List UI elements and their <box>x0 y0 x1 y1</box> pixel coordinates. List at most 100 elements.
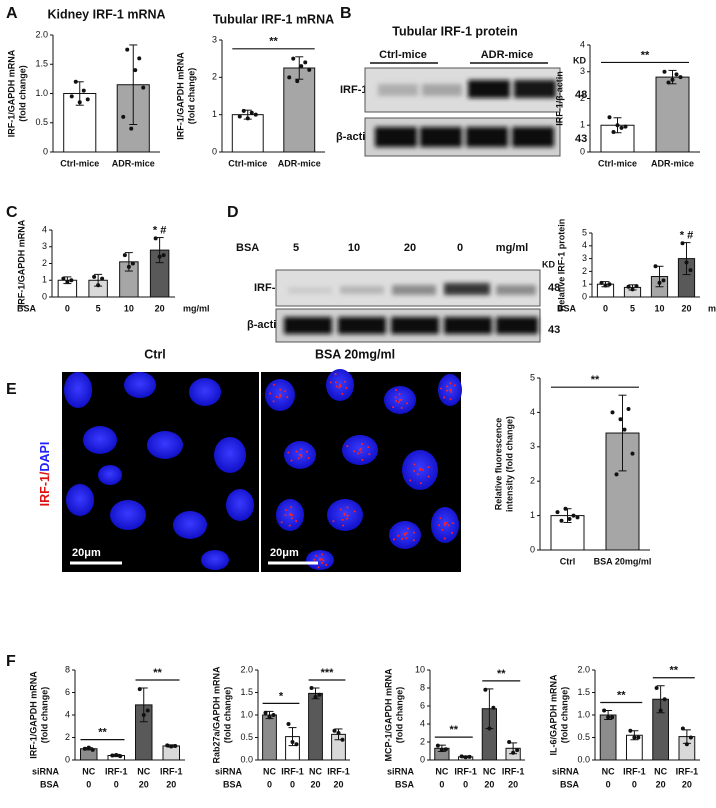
significance-label: ** <box>98 727 107 739</box>
x-row-name: BSA <box>560 779 580 789</box>
x-tick-label: IRF-1 <box>502 766 525 776</box>
red-speck <box>284 514 287 517</box>
x-tick-label: 20 <box>484 779 494 789</box>
data-point <box>90 747 95 752</box>
y-axis-label: IRF-1/GAPDH mRNA <box>6 49 16 137</box>
data-point <box>610 410 615 415</box>
image-title: BSA 20mg/ml <box>315 347 395 361</box>
x-tick-label: Ctrl-mice <box>228 158 267 168</box>
red-speck <box>278 396 281 399</box>
row-label: β-actin <box>336 131 372 143</box>
data-point <box>287 75 292 80</box>
red-speck <box>346 445 349 448</box>
x-tick-label: NC <box>602 766 615 776</box>
x-tick-label: Ctrl-mice <box>598 158 637 168</box>
red-speck <box>359 447 362 450</box>
x-row-name: BSA <box>557 303 577 313</box>
y-tick-label: 4 <box>42 224 47 234</box>
y-axis-label: MCP-1/GAPDH mRNA <box>383 668 393 762</box>
red-speck <box>401 538 404 541</box>
y-tick-label: 4 <box>580 39 585 49</box>
red-speck <box>397 534 400 537</box>
red-speck <box>405 537 408 540</box>
data-point <box>340 737 345 742</box>
data-point <box>100 276 105 281</box>
nuclei <box>64 369 462 570</box>
y-tick-label: 1.5 <box>577 687 590 697</box>
red-speck <box>279 395 282 398</box>
data-point <box>332 728 337 733</box>
red-speck <box>272 400 275 403</box>
x-tick-label: 0 <box>463 779 468 789</box>
red-speck <box>394 396 397 399</box>
red-speck <box>393 538 396 541</box>
red-speck <box>427 475 430 478</box>
nucleus <box>66 484 94 516</box>
red-speck <box>405 532 408 535</box>
data-point <box>263 710 268 715</box>
data-point <box>615 123 620 128</box>
significance-label: ** <box>269 36 278 48</box>
x-tick-label: 20 <box>682 779 692 789</box>
y-axis-label: IL-6/GAPDH mRNA <box>548 674 558 756</box>
red-speck <box>300 448 303 451</box>
data-point <box>602 708 607 713</box>
y-tick-label: 0.5 <box>577 732 590 742</box>
y-tick-label: 0 <box>420 754 425 764</box>
data-point <box>626 406 631 411</box>
data-point <box>661 278 666 283</box>
data-point <box>61 276 66 281</box>
red-speck <box>329 381 332 384</box>
data-point <box>133 68 138 73</box>
y-axis-label: Relative fluorescence <box>493 418 503 511</box>
panel-label: B <box>340 5 352 22</box>
data-point <box>684 260 689 265</box>
data-point <box>249 110 254 115</box>
data-point <box>657 280 662 285</box>
red-speck <box>449 388 452 391</box>
y-axis-label: (fold change) <box>17 65 27 122</box>
bar <box>262 714 277 761</box>
red-speck <box>398 393 401 396</box>
data-point <box>680 241 685 246</box>
data-point <box>619 125 624 130</box>
data-point <box>654 686 659 690</box>
data-point <box>267 715 272 720</box>
data-point <box>555 510 560 515</box>
kd-unit: KD <box>542 259 555 269</box>
data-point <box>636 735 641 740</box>
y-tick-label: 3 <box>580 66 585 76</box>
y-axis-label: intensity (fold change) <box>504 416 514 512</box>
data-point <box>126 264 131 269</box>
red-speck <box>344 380 347 383</box>
data-point <box>559 518 564 523</box>
data-point <box>141 85 146 90</box>
y-axis-label: (fold change) <box>39 687 49 744</box>
data-point <box>295 79 300 84</box>
stain-blue: DAPI <box>38 442 52 472</box>
bands <box>375 80 556 147</box>
data-point <box>241 108 246 113</box>
data-point <box>678 75 683 80</box>
red-speck <box>284 390 287 393</box>
data-point <box>575 515 580 520</box>
red-speck <box>285 508 288 511</box>
x-tick-label: 20 <box>681 303 691 313</box>
panel-label: C <box>6 204 18 221</box>
kd-unit: KD <box>573 55 586 65</box>
stain-label: IRF-1/DAPI <box>38 442 52 507</box>
nucleus <box>83 426 117 454</box>
y-tick-label: 6 <box>65 687 70 697</box>
y-tick-label: 4 <box>420 718 425 728</box>
red-speck <box>367 446 370 449</box>
y-tick-label: 1 <box>212 109 217 119</box>
x-tick-label: 5 <box>96 303 101 313</box>
red-speck <box>289 514 291 516</box>
blot-d: BSA 5 10 20 0 mg/ml KD IRF-1 β-actin 48 … <box>236 242 560 343</box>
data-point <box>122 253 127 258</box>
data-point <box>688 735 693 740</box>
y-tick-label: 2 <box>580 93 585 103</box>
red-speck <box>279 388 282 391</box>
red-speck <box>290 506 293 509</box>
x-tick-label: IRF-1 <box>160 766 183 776</box>
